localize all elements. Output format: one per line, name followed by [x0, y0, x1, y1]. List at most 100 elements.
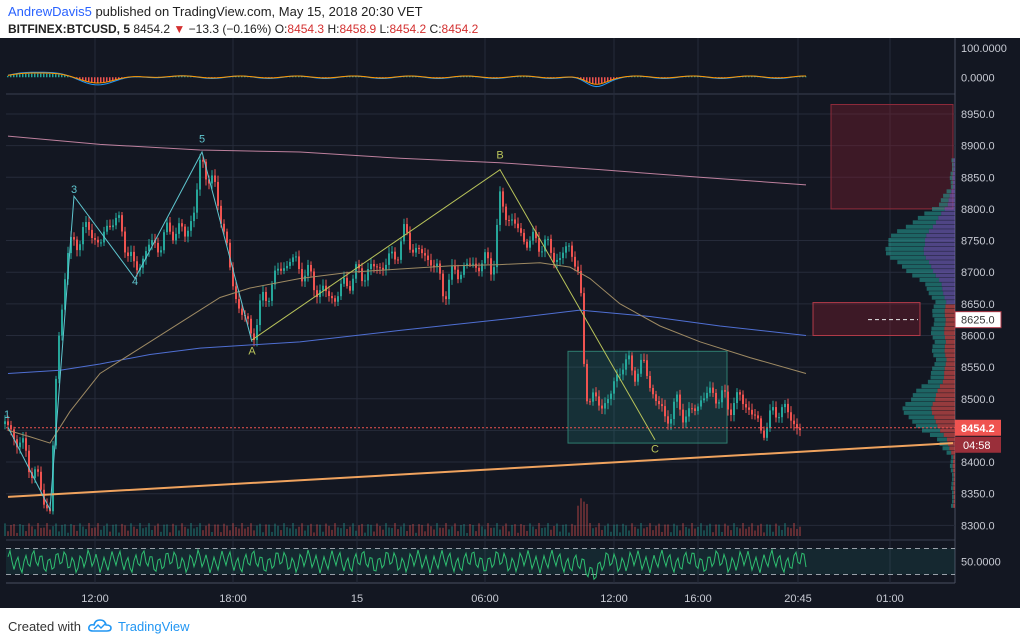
candle-body	[133, 251, 135, 262]
wave-label-B: B	[496, 149, 503, 161]
candle-body	[199, 159, 201, 190]
candle-body	[340, 283, 342, 297]
macd-bar	[43, 73, 45, 78]
volume-profile-up	[902, 406, 932, 411]
author-link[interactable]: AndrewDavis5	[8, 4, 92, 19]
volume-profile-down	[953, 486, 955, 491]
volume-profile-bar	[890, 255, 955, 260]
volume-profile-bar	[930, 331, 955, 336]
volume-bar	[604, 525, 606, 536]
macd-bar	[805, 76, 807, 78]
volume-bar	[31, 526, 33, 536]
tradingview-cloud-icon	[88, 619, 112, 632]
macd-bar	[187, 76, 189, 78]
volume-bar	[466, 532, 468, 536]
volume-bar	[349, 526, 351, 536]
volume-bar	[406, 530, 408, 536]
candle-body	[538, 238, 540, 252]
candle-body	[763, 430, 765, 438]
time-tick-label: 16:00	[684, 593, 712, 605]
macd-bar	[46, 73, 48, 78]
elliott-wave-path	[7, 150, 253, 512]
volume-profile-down	[949, 446, 955, 451]
volume-bar	[676, 525, 678, 536]
macd-bar	[346, 76, 348, 78]
close-value: 8454.2	[441, 22, 479, 36]
volume-bar	[10, 524, 12, 536]
volume-bar	[274, 523, 276, 536]
macd-bar	[295, 76, 297, 78]
volume-profile-bar	[933, 353, 955, 358]
volume-bar	[640, 523, 642, 536]
candle-body	[598, 396, 600, 406]
volume-bar	[766, 524, 768, 536]
volume-bar	[55, 523, 57, 536]
volume-bar	[760, 523, 762, 536]
macd-bar	[643, 76, 645, 78]
volume-bar	[460, 525, 462, 536]
volume-bar	[463, 524, 465, 536]
volume-bar	[250, 523, 252, 536]
volume-profile-up	[932, 313, 945, 318]
volume-bar	[775, 523, 777, 536]
moving-average-mid	[7, 262, 807, 444]
volume-profile-down	[941, 282, 955, 287]
candle	[331, 292, 333, 536]
candle	[448, 273, 450, 536]
macd-bar	[241, 76, 243, 78]
macd-bar	[16, 74, 18, 78]
volume-profile-up	[936, 357, 947, 362]
volume-bar	[787, 527, 789, 536]
candle	[529, 236, 531, 536]
candle	[76, 236, 78, 536]
volume-bar	[328, 525, 330, 536]
volume-profile-bar	[952, 494, 955, 499]
volume-bar	[385, 523, 387, 536]
volume-bar	[58, 531, 60, 536]
macd-bar	[409, 76, 411, 78]
candle	[232, 262, 234, 536]
candle-body	[700, 400, 702, 407]
macd-bar	[247, 76, 249, 78]
candle-body	[694, 408, 696, 411]
candle	[646, 354, 648, 536]
high-value: 8458.9	[339, 22, 377, 36]
candle	[88, 215, 90, 536]
volume-bar	[22, 525, 24, 536]
volume-bar	[157, 523, 159, 536]
price-chart[interactable]: 1345ABC8300.08350.08400.08450.08500.0855…	[0, 38, 1020, 608]
volume-profile-down	[926, 233, 955, 238]
volume-bar	[619, 532, 621, 536]
price-change: −13.3 (−0.16%)	[188, 22, 272, 36]
volume-bar	[220, 532, 222, 536]
macd-bar	[700, 76, 702, 78]
candle-body	[298, 256, 300, 270]
volume-bar	[106, 523, 108, 536]
macd-bar	[610, 77, 612, 81]
volume-profile-bar	[905, 224, 955, 229]
volume-profile-bar	[932, 308, 955, 313]
candle	[85, 216, 87, 536]
candle-body	[607, 399, 609, 404]
moving-average-long	[7, 135, 807, 186]
macd-bar	[106, 77, 108, 82]
tradingview-brand-link[interactable]: TradingView	[118, 619, 190, 634]
candle-body	[61, 309, 63, 336]
candle	[427, 249, 429, 536]
volume-profile-down	[953, 499, 955, 504]
candle	[310, 261, 312, 536]
candle-body	[790, 412, 792, 421]
candle	[361, 262, 363, 536]
countdown-label: 04:58	[963, 440, 991, 452]
volume-bar	[97, 523, 99, 536]
volume-bar	[232, 523, 234, 536]
candle-body	[175, 233, 177, 241]
volume-bar	[352, 523, 354, 536]
candle	[493, 260, 495, 536]
volume-profile-down	[953, 158, 955, 163]
candle-body	[736, 392, 738, 404]
candle-body	[22, 438, 24, 443]
volume-profile-down	[923, 251, 955, 256]
volume-profile-up	[885, 246, 924, 251]
candle-body	[211, 175, 213, 184]
